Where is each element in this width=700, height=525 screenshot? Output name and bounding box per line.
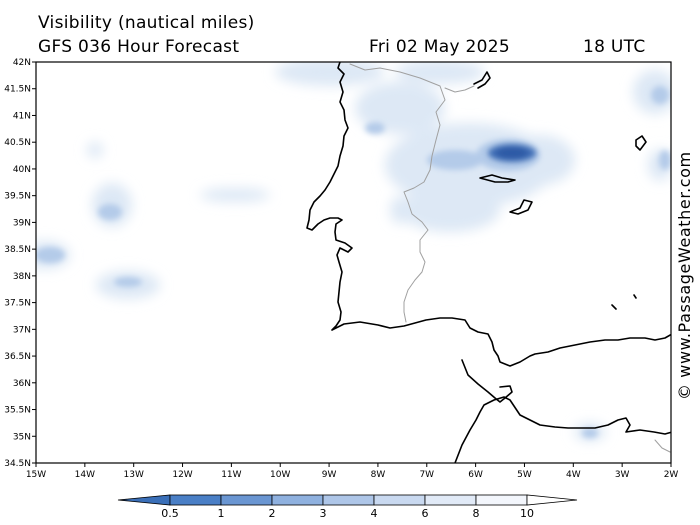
lat-label: 36N bbox=[13, 379, 31, 389]
lat-label: 39.5N bbox=[4, 192, 31, 202]
legend-swatch bbox=[322, 494, 375, 506]
legend-arrow-high bbox=[526, 494, 578, 506]
lat-label: 38N bbox=[13, 272, 31, 282]
coastline-island-small bbox=[611, 294, 637, 310]
coastline-iberia-west bbox=[306, 62, 671, 367]
lon-label: 6W bbox=[468, 470, 483, 480]
country-border-portugal-spain bbox=[349, 63, 446, 323]
lat-label: 41N bbox=[13, 111, 31, 121]
map-frame bbox=[35, 61, 672, 464]
lat-label: 37N bbox=[13, 325, 31, 335]
legend-arrow-low bbox=[117, 494, 171, 506]
lon-label: 13W bbox=[124, 470, 144, 480]
country-border-morocco-algeria bbox=[654, 439, 671, 453]
lat-label: 40N bbox=[13, 165, 31, 175]
lat-label: 42N bbox=[13, 58, 31, 68]
lat-label: 38.5N bbox=[4, 245, 31, 255]
legend-label: 4 bbox=[371, 507, 378, 520]
legend-swatch bbox=[475, 494, 528, 506]
lon-label: 8W bbox=[371, 470, 386, 480]
visibility-shading bbox=[36, 62, 671, 441]
legend-swatch bbox=[169, 494, 222, 506]
legend-swatch bbox=[271, 494, 324, 506]
lon-label: 4W bbox=[566, 470, 581, 480]
coastline-balearic bbox=[635, 135, 647, 151]
coastline-catalonia bbox=[473, 71, 491, 89]
lon-label: 9W bbox=[322, 470, 337, 480]
lat-label: 36.5N bbox=[4, 352, 31, 362]
inland-reservoir-2 bbox=[509, 199, 533, 215]
legend-label: 10 bbox=[520, 507, 534, 520]
legend-label: 1 bbox=[218, 507, 225, 520]
map-title: Visibility (nautical miles) bbox=[38, 13, 255, 33]
lon-label: 11W bbox=[221, 470, 241, 480]
lon-label: 7W bbox=[419, 470, 434, 480]
latitude-axis: 42N 41.5N 41N 40.5N 40N 39.5N 39N 38.5N 38N 37.5N… bbox=[4, 58, 36, 469]
legend-label: 2 bbox=[269, 507, 276, 520]
lon-label: 3W bbox=[615, 470, 630, 480]
lat-label: 39N bbox=[13, 218, 31, 228]
lat-label: 34.5N bbox=[4, 459, 31, 469]
country-border-spain-france bbox=[444, 85, 475, 93]
forecast-model: GFS 036 Hour Forecast bbox=[38, 37, 240, 57]
inland-reservoir-1 bbox=[479, 174, 516, 183]
lat-label: 41.5N bbox=[4, 85, 31, 95]
lat-label: 35.5N bbox=[4, 406, 31, 416]
lat-label: 40.5N bbox=[4, 138, 31, 148]
legend-label: 8 bbox=[473, 507, 480, 520]
lat-label: 35N bbox=[13, 432, 31, 442]
lat-label: 37.5N bbox=[4, 299, 31, 309]
copyright-credit: © www.PassageWeather.com bbox=[675, 151, 694, 400]
lon-label: 14W bbox=[75, 470, 95, 480]
legend-label: 6 bbox=[422, 507, 429, 520]
lon-label: 2W bbox=[664, 470, 679, 480]
legend-label: 3 bbox=[320, 507, 327, 520]
visibility-legend: 0.5 1 2 3 4 6 8 10 bbox=[117, 494, 578, 520]
legend-swatch bbox=[424, 494, 477, 506]
lon-label: 5W bbox=[517, 470, 532, 480]
forecast-date: Fri 02 May 2025 bbox=[369, 37, 511, 57]
lon-label: 12W bbox=[172, 470, 192, 480]
forecast-time: 18 UTC bbox=[583, 37, 646, 57]
coastline-africa bbox=[454, 396, 671, 463]
longitude-axis: 15W 14W 13W 12W 11W 10W 9W 8W 7W 6W 5W 4W 3W 2W bbox=[26, 463, 679, 480]
lon-label: 10W bbox=[270, 470, 290, 480]
legend-label: 0.5 bbox=[161, 507, 179, 520]
coastline-strait bbox=[461, 359, 513, 403]
legend-swatch bbox=[220, 494, 273, 506]
legend-swatch bbox=[373, 494, 426, 506]
lon-label: 15W bbox=[26, 470, 46, 480]
